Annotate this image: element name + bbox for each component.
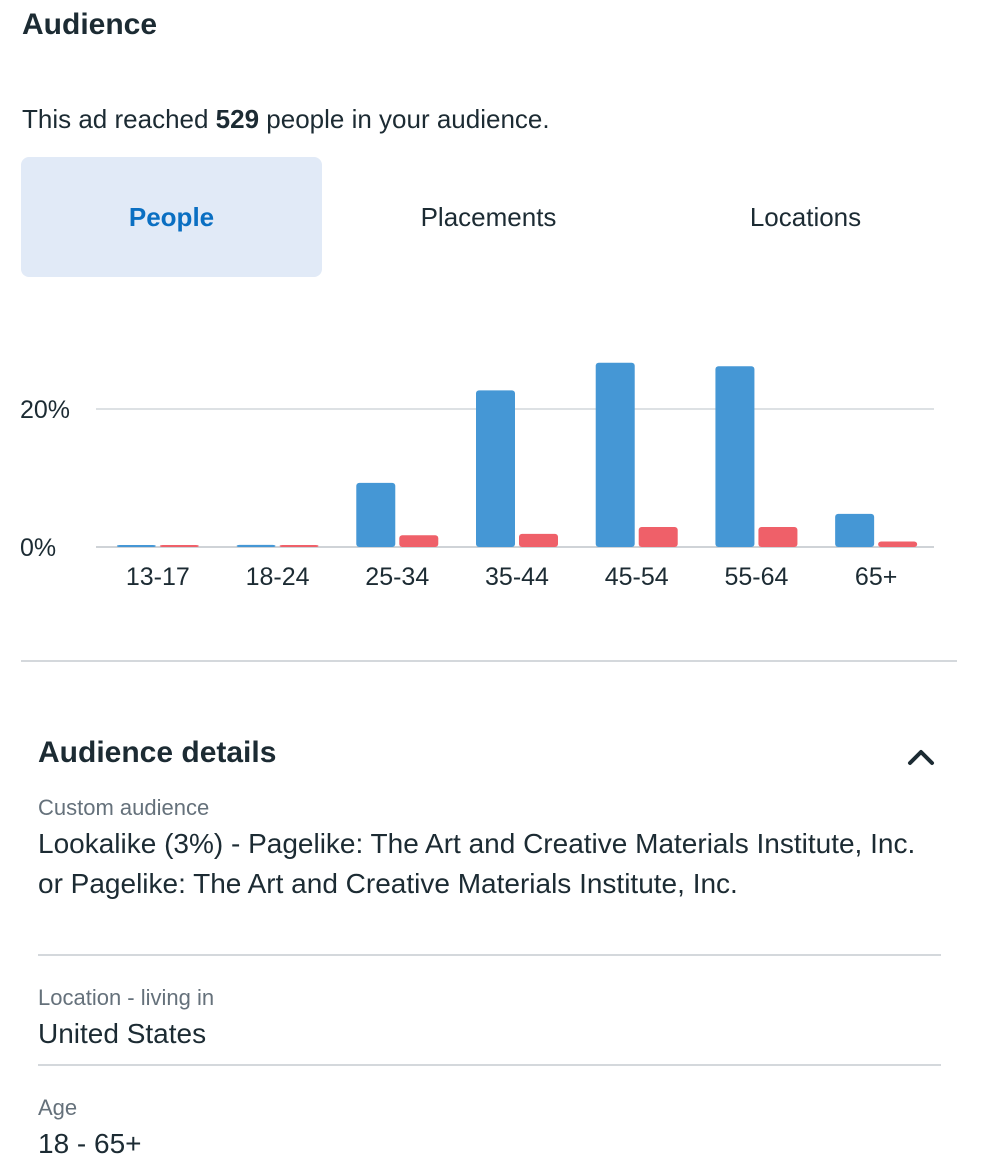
audience-title: Audience (22, 8, 158, 41)
x-tick-label: 45-54 (605, 563, 669, 591)
x-tick-label: 35-44 (485, 563, 549, 591)
section-divider (21, 660, 957, 662)
x-tick-label: 65+ (855, 563, 897, 591)
detail-value: United States (38, 1018, 207, 1049)
detail-divider (38, 954, 941, 956)
detail-age: Age 18 - 65+ (38, 1094, 941, 1164)
bar (356, 482, 396, 547)
bar (519, 533, 558, 547)
bar (159, 545, 199, 547)
bar (595, 362, 635, 547)
bar (399, 535, 439, 547)
detail-value: 18 - 65+ (38, 1128, 142, 1159)
x-tick-label: 13-17 (126, 563, 190, 591)
audience-tabs: People Placements Locations (21, 157, 975, 277)
bar (715, 366, 755, 547)
reach-suffix: people in your audience. (259, 104, 550, 134)
y-tick-label: 0% (20, 534, 56, 562)
bar (758, 526, 798, 547)
bar (878, 541, 918, 547)
bar (279, 545, 319, 547)
x-tick-label: 55-64 (724, 563, 788, 591)
bar (236, 544, 276, 547)
tab-placements[interactable]: Placements (420, 201, 557, 232)
bar (116, 545, 156, 547)
x-tick-label: 18-24 (246, 563, 310, 591)
audience-details-title: Audience details (38, 736, 277, 769)
bar (476, 390, 515, 547)
detail-custom-audience: Custom audience Lookalike (3%) - Pagelik… (38, 794, 941, 904)
reach-prefix: This ad reached (22, 104, 216, 134)
chevron-up-icon[interactable] (902, 740, 940, 774)
detail-label: Location - living in (38, 985, 215, 1010)
tab-people[interactable]: People (21, 157, 322, 277)
x-tick-label: 25-34 (365, 563, 429, 591)
detail-label: Age (38, 1095, 78, 1120)
detail-label: Custom audience (38, 795, 210, 820)
tab-locations[interactable]: Locations (749, 201, 862, 232)
age-breakdown-chart: 0% 20% 13-17 18-24 25-34 35-44 45-54 55-64 65+ (20, 362, 934, 591)
bar (835, 513, 875, 547)
detail-value: Lookalike (3%) - Pagelike: The Art and C… (38, 828, 916, 899)
reach-summary: This ad reached 529 people in your audie… (22, 104, 550, 135)
detail-divider (38, 1064, 941, 1066)
bar (638, 526, 678, 547)
y-tick-label: 20% (20, 396, 70, 424)
detail-location: Location - living in United States (38, 984, 941, 1054)
reach-count: 529 (215, 104, 260, 134)
